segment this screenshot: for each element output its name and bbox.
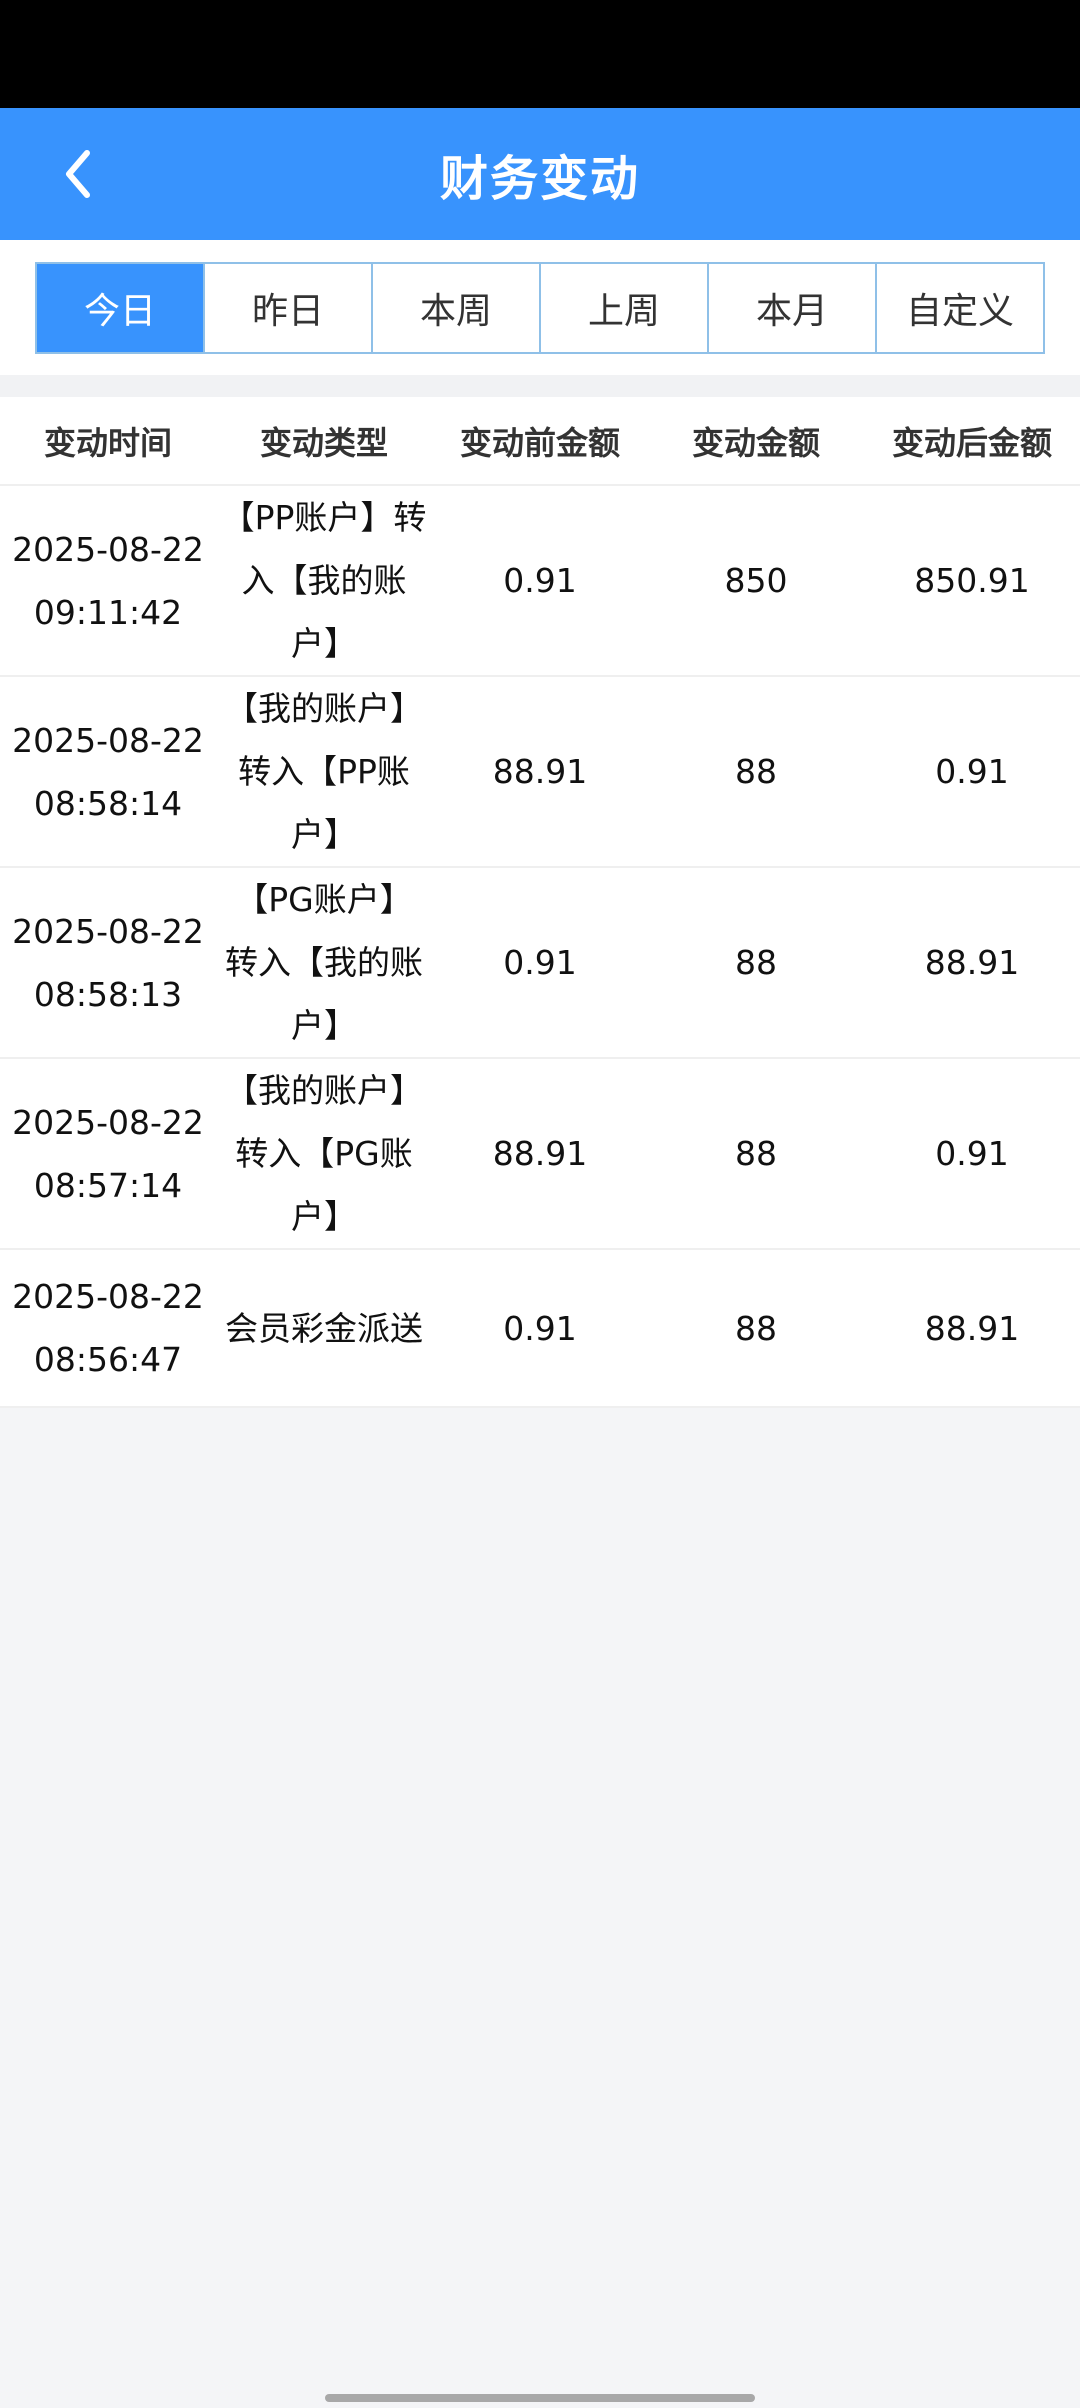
date-filter-bar: 今日 昨日 本周 上周 本月 自定义 [0, 240, 1080, 375]
cell-time: 2025-08-22 08:56:47 [0, 1249, 216, 1408]
cell-time: 2025-08-22 08:57:14 [0, 1058, 216, 1250]
tab-this-month[interactable]: 本月 [707, 264, 875, 352]
time-text: 09:11:42 [33, 592, 183, 632]
table-row: 2025-08-22 08:58:14 【我的账户】转入【PP账户】 88.91 … [0, 676, 1080, 868]
column-header-time: 变动时间 [0, 397, 216, 486]
tab-today[interactable]: 今日 [37, 264, 203, 352]
cell-before: 88.91 [432, 676, 648, 868]
table-row: 2025-08-22 08:56:47 会员彩金派送 0.91 88 88.91 [0, 1249, 1080, 1408]
date-text: 2025-08-22 [12, 720, 204, 760]
column-header-amount: 变动金额 [648, 397, 864, 486]
date-text: 2025-08-22 [12, 529, 204, 569]
cell-after: 0.91 [864, 676, 1080, 868]
column-header-before: 变动前金额 [432, 397, 648, 486]
time-text: 08:57:14 [33, 1165, 183, 1205]
tab-custom[interactable]: 自定义 [875, 264, 1043, 352]
home-indicator[interactable] [325, 2394, 755, 2402]
tab-yesterday[interactable]: 昨日 [203, 264, 371, 352]
cell-time: 2025-08-22 08:58:13 [0, 867, 216, 1059]
date-filter-tabs: 今日 昨日 本周 上周 本月 自定义 [35, 262, 1045, 354]
cell-before: 0.91 [432, 1249, 648, 1408]
cell-type: 会员彩金派送 [216, 1249, 432, 1408]
cell-after: 88.91 [864, 1249, 1080, 1408]
cell-before: 0.91 [432, 485, 648, 677]
table-row: 2025-08-22 08:58:13 【PG账户】转入【我的账户】 0.91 8… [0, 867, 1080, 1059]
back-button[interactable] [48, 144, 108, 204]
cell-after: 88.91 [864, 867, 1080, 1059]
date-text: 2025-08-22 [12, 1102, 204, 1142]
cell-type: 【我的账户】转入【PG账户】 [216, 1058, 432, 1250]
cell-after: 0.91 [864, 1058, 1080, 1250]
cell-amount: 88 [648, 676, 864, 868]
cell-time: 2025-08-22 08:58:14 [0, 676, 216, 868]
tab-last-week[interactable]: 上周 [539, 264, 707, 352]
table-header-row: 变动时间 变动类型 变动前金额 变动金额 变动后金额 [0, 397, 1080, 486]
column-header-type: 变动类型 [216, 397, 432, 486]
cell-amount: 88 [648, 867, 864, 1059]
time-text: 08:58:14 [33, 783, 183, 823]
time-text: 08:56:47 [33, 1340, 183, 1379]
transactions-table: 变动时间 变动类型 变动前金额 变动金额 变动后金额 2025-08-22 09:… [0, 397, 1080, 1408]
column-header-after: 变动后金额 [864, 397, 1080, 486]
cell-type: 【我的账户】转入【PP账户】 [216, 676, 432, 868]
status-bar [0, 0, 1080, 108]
cell-after: 850.91 [864, 485, 1080, 677]
table-row: 2025-08-22 08:57:14 【我的账户】转入【PG账户】 88.91 … [0, 1058, 1080, 1250]
cell-type: 【PG账户】转入【我的账户】 [216, 867, 432, 1059]
tab-this-week[interactable]: 本周 [371, 264, 539, 352]
chevron-left-icon [66, 150, 90, 198]
page-title: 财务变动 [439, 151, 640, 207]
cell-before: 88.91 [432, 1058, 648, 1250]
cell-before: 0.91 [432, 867, 648, 1059]
divider [0, 375, 1080, 397]
date-text: 2025-08-22 [12, 911, 204, 951]
cell-amount: 88 [648, 1249, 864, 1408]
cell-amount: 850 [648, 485, 864, 677]
time-text: 08:58:13 [33, 974, 183, 1014]
app-header: 财务变动 [0, 108, 1080, 240]
cell-amount: 88 [648, 1058, 864, 1250]
cell-type: 【PP账户】转入【我的账户】 [216, 485, 432, 677]
table-row: 2025-08-22 09:11:42 【PP账户】转入【我的账户】 0.91 8… [0, 485, 1080, 677]
cell-time: 2025-08-22 09:11:42 [0, 485, 216, 677]
date-text: 2025-08-22 [12, 1277, 204, 1316]
